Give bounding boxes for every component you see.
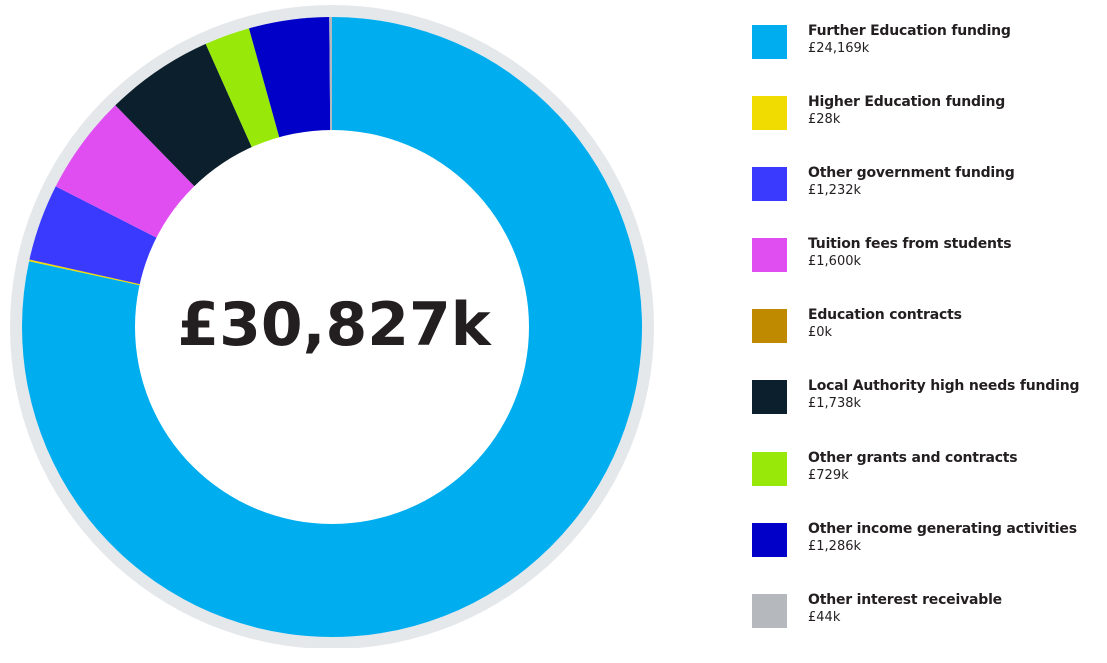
- legend-swatch: [752, 593, 787, 628]
- legend-label: Local Authority high needs funding: [808, 378, 1080, 395]
- legend-item-further-education-funding: Further Education funding £24,169k: [752, 23, 1107, 94]
- legend-label: Other interest receivable: [808, 591, 1002, 608]
- chart-legend: Further Education funding £24,169k Higher …: [752, 23, 1107, 663]
- legend-item-higher-education-funding: Higher Education funding £28k: [752, 94, 1107, 165]
- legend-swatch: [752, 96, 787, 131]
- legend-label: Other government funding: [808, 165, 1015, 182]
- legend-swatch: [752, 309, 787, 344]
- legend-swatch: [752, 380, 787, 415]
- legend-item-other-interest-receivable: Other interest receivable £44k: [752, 592, 1107, 663]
- legend-label: Higher Education funding: [808, 94, 1006, 111]
- legend-item-education-contracts: Education contracts £0k: [752, 307, 1107, 378]
- donut-hole: [135, 130, 529, 524]
- legend-item-other-government-funding: Other government funding £1,232k: [752, 165, 1107, 236]
- donut-chart: £30,827k: [10, 5, 654, 648]
- legend-swatch: [752, 25, 787, 59]
- legend-label: Other grants and contracts: [808, 449, 1018, 466]
- legend-label: Other income generating activities: [808, 520, 1077, 537]
- donut-center-total: £30,827k: [177, 290, 492, 360]
- legend-value: £0k: [808, 325, 833, 341]
- legend-swatch: [752, 238, 787, 273]
- legend-item-local-authority-high-needs-funding: Local Authority high needs funding £1,738…: [752, 378, 1107, 449]
- legend-label: Further Education funding: [808, 23, 1011, 39]
- legend-swatch: [752, 451, 787, 486]
- legend-value: £1,738k: [808, 396, 862, 412]
- legend-item-tuition-fees-from-students: Tuition fees from students £1,600k: [752, 236, 1107, 307]
- legend-value: £1,286k: [808, 538, 862, 554]
- legend-value: £28k: [808, 112, 841, 128]
- legend-value: £44k: [808, 609, 841, 625]
- legend-value: £1,232k: [808, 183, 862, 199]
- legend-label: Tuition fees from students: [808, 236, 1012, 253]
- legend-item-other-grants-and-contracts: Other grants and contracts £729k: [752, 450, 1107, 521]
- legend-swatch: [752, 167, 787, 202]
- legend-label: Education contracts: [808, 307, 962, 324]
- legend-swatch: [752, 522, 787, 557]
- legend-value: £24,169k: [808, 41, 870, 56]
- legend-value: £729k: [808, 467, 849, 483]
- legend-value: £1,600k: [808, 254, 862, 270]
- legend-item-other-income-generating-activities: Other income generating activities £1,286…: [752, 521, 1107, 592]
